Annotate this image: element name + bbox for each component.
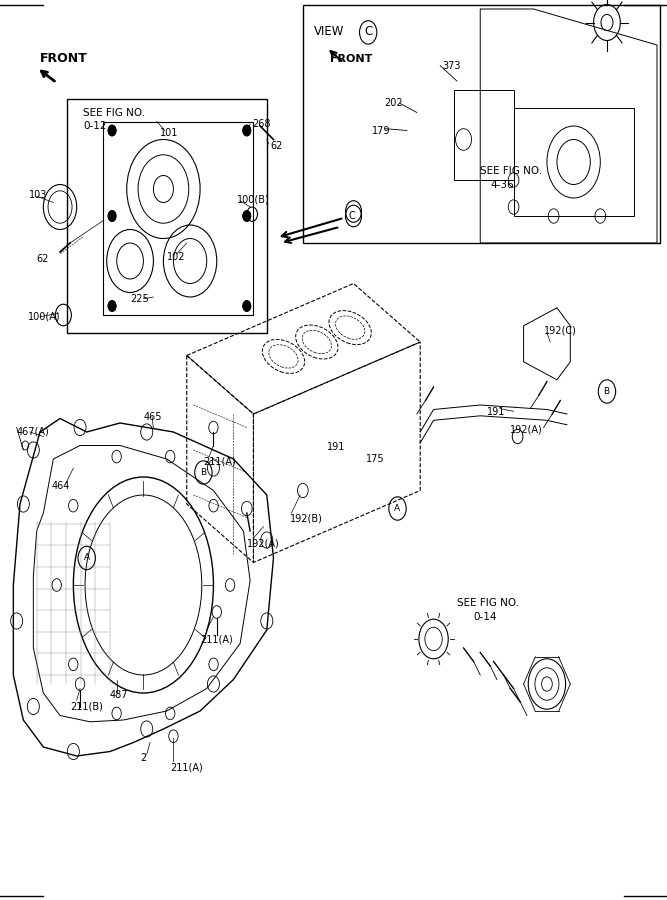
Circle shape [108,125,116,136]
Bar [303,4,660,243]
Bar [514,108,634,216]
Text: 2: 2 [140,752,146,763]
Text: 211(B): 211(B) [70,701,103,712]
Text: 467(A): 467(A) [17,427,49,437]
Text: SEE FIG NO.: SEE FIG NO. [480,166,542,176]
Text: 102: 102 [167,251,185,262]
Text: SEE FIG NO.: SEE FIG NO. [83,107,145,118]
Text: 211(A): 211(A) [203,456,236,467]
Text: C: C [349,211,356,221]
Text: 192(A): 192(A) [510,424,543,435]
Text: 192(C): 192(C) [544,325,576,336]
Circle shape [243,301,251,311]
Circle shape [243,211,251,221]
Text: 0-14: 0-14 [474,611,497,622]
Text: A: A [83,554,90,562]
Text: 211(A): 211(A) [170,762,203,773]
Text: B: B [603,387,610,396]
Text: 103: 103 [29,190,47,201]
Text: 487: 487 [110,689,129,700]
Text: 0-12: 0-12 [83,121,107,131]
Text: 268: 268 [252,119,271,130]
Text: 62: 62 [270,140,283,151]
Text: 179: 179 [372,125,391,136]
Text: 100(B): 100(B) [237,194,269,205]
Bar [67,99,267,333]
Text: FRONT: FRONT [40,52,88,65]
Text: VIEW: VIEW [313,25,344,38]
Circle shape [108,211,116,221]
Text: 62: 62 [37,254,49,265]
Text: 211(A): 211(A) [200,634,233,644]
Text: 175: 175 [366,454,384,464]
Bar [454,90,514,180]
Text: 100(A): 100(A) [28,311,61,322]
Circle shape [108,301,116,311]
Text: C: C [364,25,372,38]
Text: 191: 191 [327,442,346,453]
Text: 4-36: 4-36 [490,179,514,190]
Text: 465: 465 [143,411,162,422]
Text: B: B [200,468,207,477]
Text: A: A [394,504,400,513]
Text: SEE FIG NO.: SEE FIG NO. [457,598,519,608]
Text: 225: 225 [130,293,149,304]
Text: FRONT: FRONT [330,53,373,64]
Text: 192(B): 192(B) [290,513,323,524]
Text: 373: 373 [442,60,461,71]
Text: 192(A): 192(A) [247,538,279,549]
Text: 464: 464 [52,481,71,491]
Text: 202: 202 [384,98,403,109]
Text: 101: 101 [160,128,179,139]
Text: 191: 191 [487,407,506,418]
Circle shape [243,125,251,136]
